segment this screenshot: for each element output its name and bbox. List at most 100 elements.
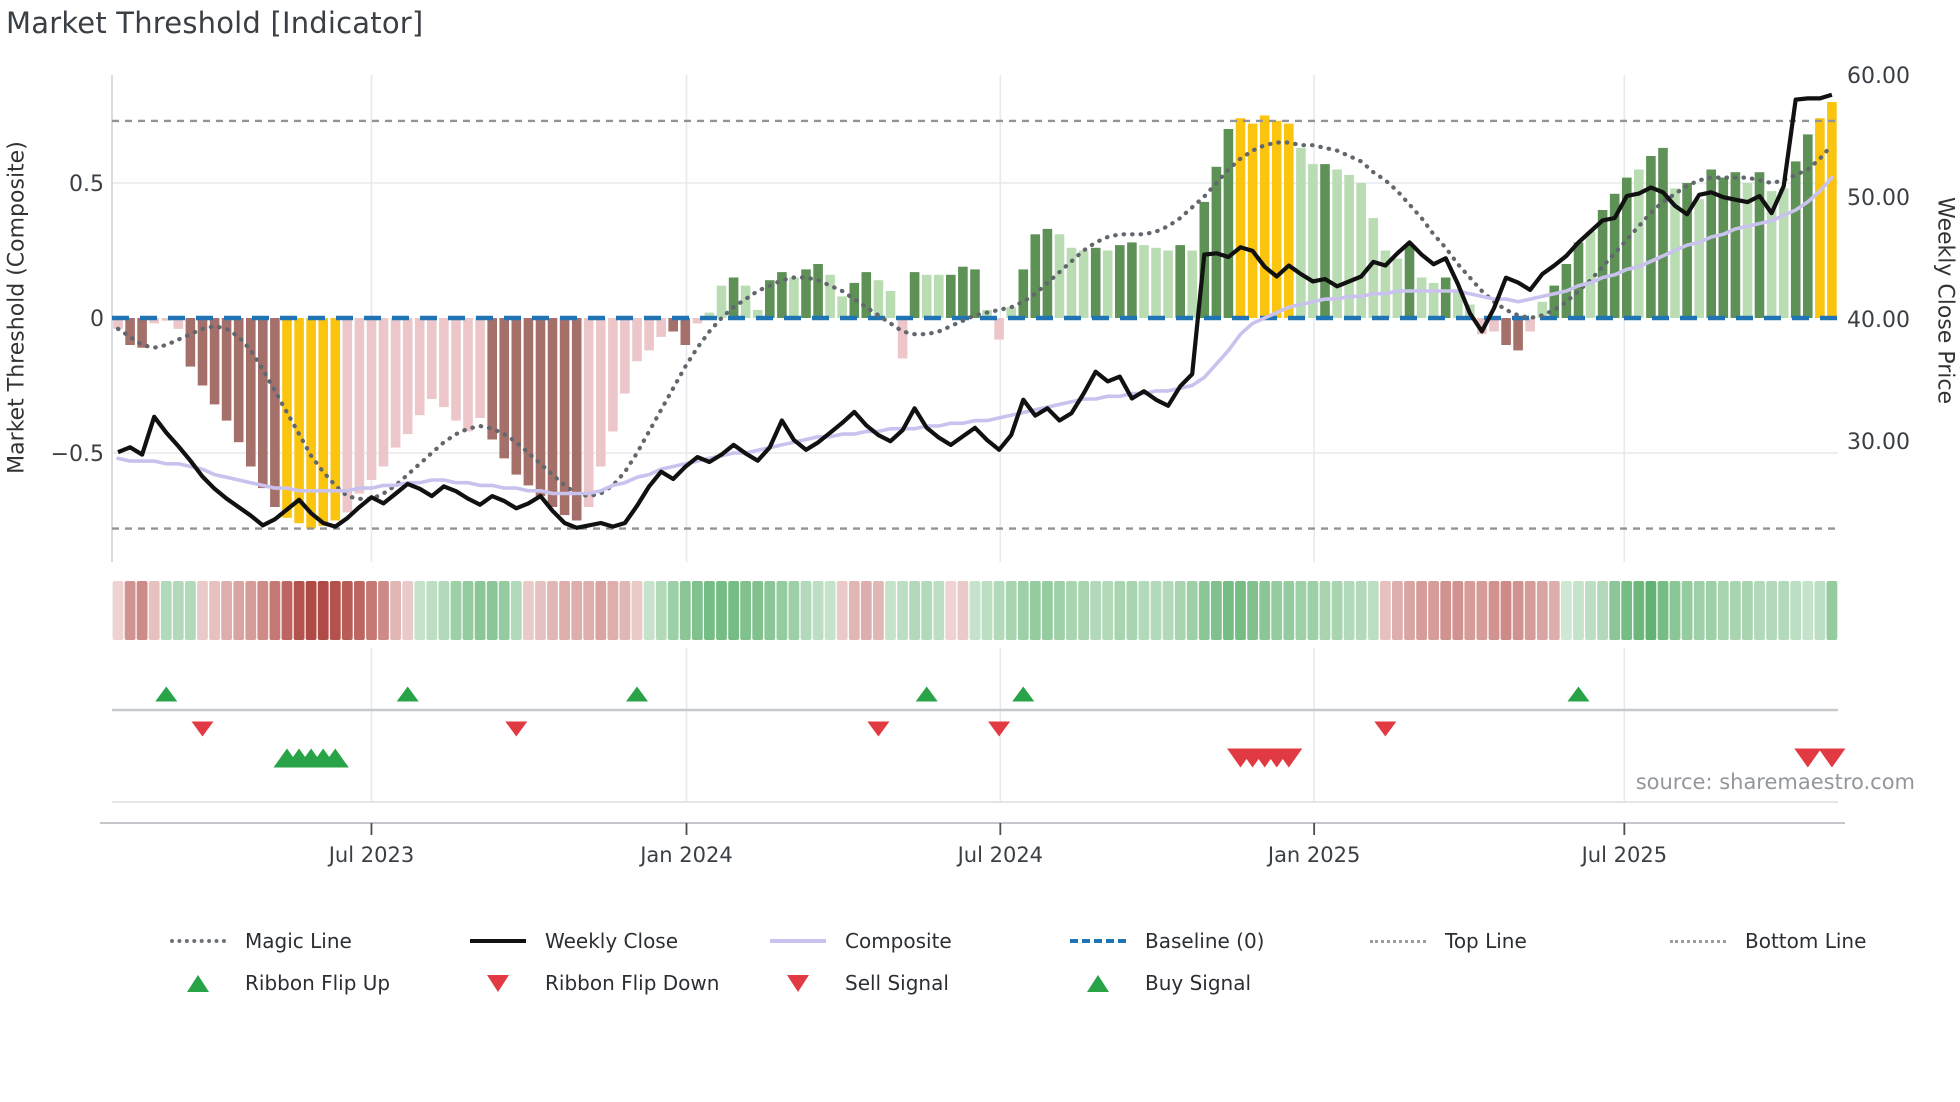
- ribbon-cell: [1814, 581, 1826, 640]
- hist-bar: [1308, 164, 1318, 318]
- hist-bar: [511, 318, 522, 475]
- x-tick-label: Jul 2023: [327, 843, 414, 867]
- ribbon-cell: [523, 581, 534, 640]
- hist-bar: [704, 312, 715, 318]
- hist-bar: [970, 269, 980, 318]
- hist-bar: [1416, 277, 1427, 318]
- ribbon-cell: [740, 581, 751, 640]
- ribbon-cell: [619, 581, 631, 640]
- hist-bar: [1585, 231, 1596, 318]
- ribbon-cell: [1005, 581, 1017, 640]
- composite-swatch: [770, 939, 826, 943]
- hist-bar: [523, 318, 534, 486]
- ribbon-cell: [800, 581, 812, 640]
- legend-label: Ribbon Flip Up: [245, 971, 391, 995]
- hist-bar: [994, 318, 1004, 340]
- hist-bar: [668, 318, 678, 332]
- ribbon-cell: [1802, 581, 1814, 640]
- ribbon-cell: [921, 581, 933, 640]
- hist-bar: [1392, 258, 1403, 318]
- hist-bar: [414, 318, 425, 416]
- hist-bar: [1525, 318, 1535, 332]
- top-line-swatch: [1370, 939, 1426, 943]
- weekly-close-line: [117, 92, 1833, 530]
- ribbon-cell: [1464, 581, 1476, 640]
- ribbon-cell: [1042, 581, 1053, 640]
- hist-bar: [909, 272, 920, 318]
- ribbon-cell: [728, 581, 739, 640]
- hist-bar: [1778, 188, 1789, 318]
- hist-bar: [1090, 247, 1101, 318]
- ribbon-cell: [776, 581, 788, 640]
- hist-bar: [813, 264, 823, 318]
- ribbon-cell: [1730, 581, 1741, 640]
- ribbon-cell: [667, 581, 679, 640]
- sell-signal-marker: [1275, 748, 1303, 768]
- legend-item-bottom-line: Bottom Line: [1670, 929, 1960, 953]
- hist-bar: [1803, 134, 1813, 318]
- legend-label: Magic Line: [245, 929, 352, 953]
- ribbon-cell: [752, 581, 764, 640]
- x-tick-label: Jan 2025: [1266, 843, 1361, 867]
- hist-bar: [946, 274, 956, 318]
- ribbon-cell: [1235, 581, 1246, 640]
- legend-label: Buy Signal: [1145, 971, 1252, 995]
- hist-bar: [1127, 242, 1137, 318]
- hist-bar: [1163, 250, 1173, 318]
- legend-item-sell-signal: Sell Signal: [770, 971, 1070, 995]
- hist-bar: [294, 318, 304, 524]
- hist-bar: [1646, 156, 1656, 318]
- hist-bar: [1501, 318, 1511, 345]
- hist-bar: [1489, 318, 1499, 332]
- hist-bar: [1380, 250, 1391, 318]
- hist-bar: [354, 318, 365, 494]
- hist-bar: [583, 318, 594, 507]
- ribbon-flip-down-marker: [988, 721, 1011, 737]
- buy-signal-triangle-icon: [1070, 974, 1126, 992]
- hist-bar: [1573, 242, 1584, 318]
- hist-bar: [306, 318, 316, 529]
- ribbon-cell: [1307, 581, 1319, 640]
- ribbon-cell: [1488, 581, 1500, 640]
- ribbon-cell: [1066, 581, 1077, 640]
- hist-bar: [1440, 277, 1451, 318]
- hist-bar: [1670, 188, 1680, 318]
- hist-bar: [1247, 123, 1258, 318]
- hist-bar: [1730, 172, 1741, 318]
- ribbon-cell: [1198, 581, 1210, 640]
- ribbon-cell: [716, 581, 727, 640]
- x-tick-label: Jul 2025: [1580, 843, 1667, 867]
- ribbon-cell: [1186, 581, 1198, 640]
- ribbon-cell: [1367, 581, 1379, 640]
- hist-bar: [475, 318, 485, 418]
- ribbon-cell: [1162, 581, 1174, 640]
- source-text: source: sharemaestro.com: [1635, 770, 1915, 794]
- hist-bar: [608, 318, 618, 432]
- hist-bar: [161, 318, 172, 321]
- ribbon-cell: [1681, 581, 1693, 640]
- ribbon-cell: [824, 581, 836, 640]
- ribbon-cell: [1404, 581, 1415, 640]
- ribbon-cell: [269, 581, 281, 640]
- ribbon-cell: [788, 581, 800, 640]
- hist-bar: [402, 318, 413, 435]
- hist-bar: [825, 274, 835, 318]
- ribbon-cell: [124, 581, 136, 640]
- ribbon-cell: [293, 581, 305, 640]
- hist-bar: [1115, 245, 1125, 318]
- hist-bar: [1754, 172, 1765, 318]
- legend-label: Top Line: [1445, 929, 1527, 953]
- ribbon-cell: [1440, 581, 1452, 640]
- hist-bar: [439, 318, 449, 408]
- hist-bar: [197, 318, 208, 386]
- ribbon-cell: [1247, 581, 1258, 640]
- hist-bar: [1078, 250, 1089, 318]
- hist-bar: [547, 318, 558, 507]
- ribbon-cell: [1621, 581, 1633, 640]
- ribbon-cell: [571, 581, 583, 640]
- hist-bar: [1790, 161, 1801, 318]
- ribbon-cell: [1380, 581, 1391, 640]
- hist-bar: [1296, 147, 1306, 318]
- hist-bar: [1175, 245, 1185, 318]
